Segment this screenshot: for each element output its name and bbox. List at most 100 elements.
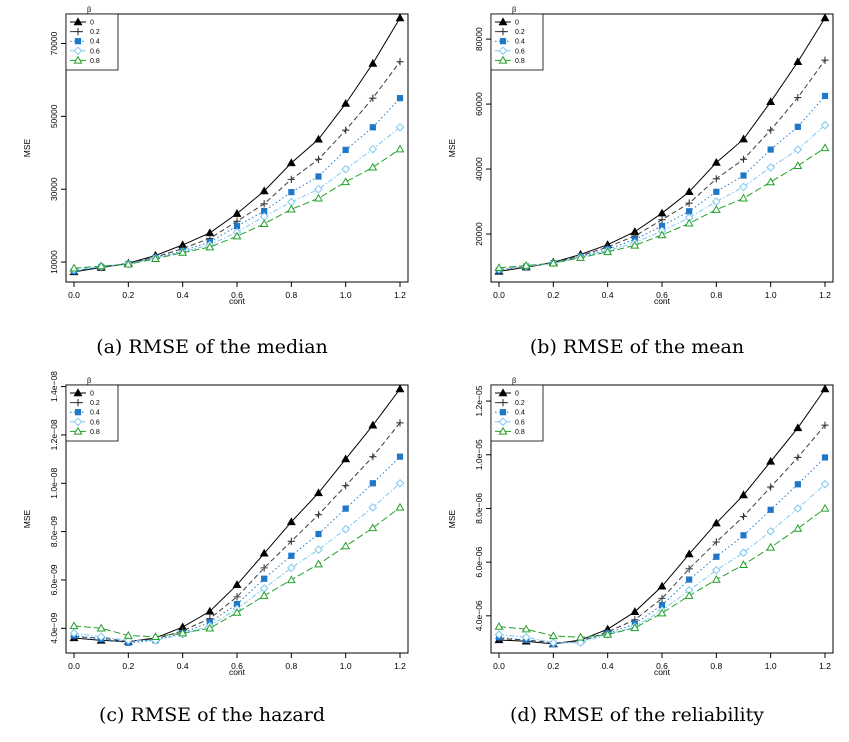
legend-marker [74, 399, 82, 407]
data-point [521, 632, 531, 642]
y-tick-label: 4.0e−09 [49, 613, 59, 644]
series-line [73, 126, 401, 271]
y-tick-label: 6.0e−06 [474, 546, 484, 577]
legend-label: 0.4 [515, 39, 525, 46]
legend-marker [73, 55, 83, 64]
panel-reliability: 0.0 0.2 0.4 0.6 0.8 1.0 1.2 4.0e−06 6.0e−06 8.0e−… [425, 371, 849, 742]
data-point [260, 564, 268, 572]
data-point [713, 188, 720, 195]
data-point [821, 56, 829, 64]
legend-marker [498, 17, 508, 26]
data-point [712, 538, 720, 546]
x-tick-label: 1.0 [765, 290, 777, 300]
data-point [684, 187, 694, 195]
data-point [821, 421, 829, 429]
data-point [341, 164, 350, 174]
legend-label: 0.6 [90, 48, 100, 55]
series-line [498, 124, 826, 270]
data-point [658, 594, 666, 602]
data-point [739, 548, 748, 558]
series-0.6 [494, 120, 830, 274]
legend-label: 0.8 [515, 429, 525, 436]
data-point [259, 186, 269, 195]
series-line [498, 507, 826, 638]
y-tick-label: 40000 [474, 157, 484, 181]
data-point [395, 502, 405, 511]
legend-marker [73, 388, 83, 397]
legend-title: β [512, 376, 517, 385]
legend-label: 0.6 [90, 419, 100, 426]
data-point [767, 483, 775, 491]
legend-marker [74, 38, 82, 45]
data-point [521, 624, 531, 633]
y-tick-label: 10000 [49, 250, 59, 274]
data-point [123, 630, 133, 639]
data-point [793, 504, 803, 513]
y-axis-label: MSE [22, 509, 32, 528]
x-tick-label: 0.0 [493, 661, 505, 671]
data-point [151, 254, 160, 262]
data-point [261, 575, 268, 582]
legend: β 0 0.2 0.4 0.6 0.8 [490, 5, 544, 71]
x-tick-label: 1.2 [394, 661, 406, 671]
x-tick-label: 0.0 [68, 290, 80, 300]
data-point [232, 209, 242, 217]
x-tick-label: 0.6 [231, 290, 243, 300]
data-point [341, 177, 351, 186]
data-point [766, 177, 776, 186]
data-point [395, 478, 405, 488]
y-tick-label: 1.2e−05 [474, 385, 484, 416]
data-point [286, 517, 296, 526]
data-point [793, 161, 803, 170]
legend-label: 0 [90, 20, 94, 27]
legend-marker [73, 426, 83, 435]
chart-median: 0.0 0.2 0.4 0.6 0.8 1.0 1.2 10000 30000 50000 7000… [22, 5, 409, 306]
series-0.6 [69, 478, 405, 645]
data-point [820, 120, 830, 130]
data-point [314, 511, 323, 519]
y-axis-label: MSE [22, 138, 32, 157]
data-point [739, 560, 748, 569]
x-tick-label: 1.2 [819, 661, 831, 671]
data-point [603, 247, 613, 256]
legend-title: β [87, 376, 92, 385]
data-point [766, 526, 775, 536]
data-point [713, 553, 720, 560]
data-point [739, 490, 748, 499]
legend: β 0 0.2 0.4 0.6 0.8 [65, 5, 119, 71]
data-point [766, 97, 776, 106]
data-point [548, 631, 558, 640]
data-point [286, 204, 296, 213]
caption-mean: (b) RMSE of the mean [529, 336, 745, 358]
data-point [820, 13, 830, 22]
series-line [498, 483, 826, 644]
data-point [396, 419, 404, 427]
data-point [287, 197, 296, 207]
x-tick-label: 0.2 [122, 661, 134, 671]
data-point [739, 193, 748, 202]
data-point [549, 638, 558, 647]
data-point [711, 518, 721, 527]
x-tick-label: 0.8 [710, 661, 722, 671]
chart-mean: 0.0 0.2 0.4 0.6 0.8 1.0 1.2 20000 40000 60000 8000… [447, 5, 834, 306]
x-tick-label: 0.0 [493, 290, 505, 300]
chart-hazard: 0.0 0.2 0.4 0.6 0.8 1.0 1.2 4.0e−09 6.0e−09 8.0e−… [22, 371, 409, 677]
data-point [286, 158, 296, 167]
data-point [576, 638, 585, 647]
legend-label: 0.4 [90, 410, 100, 417]
y-axis-label: MSE [447, 509, 457, 528]
data-point [233, 593, 241, 601]
data-point [287, 537, 295, 545]
data-point [494, 263, 504, 272]
data-point [341, 524, 350, 534]
x-tick-label: 0.6 [656, 290, 668, 300]
data-point [739, 182, 748, 192]
data-point [369, 453, 377, 461]
data-point [232, 580, 242, 588]
legend-label: 0.4 [515, 410, 525, 417]
data-point [260, 200, 268, 208]
x-tick-label: 0.2 [547, 661, 559, 671]
data-point [684, 549, 694, 558]
y-tick-label: 6.0e−09 [49, 564, 59, 595]
data-point [368, 162, 378, 171]
